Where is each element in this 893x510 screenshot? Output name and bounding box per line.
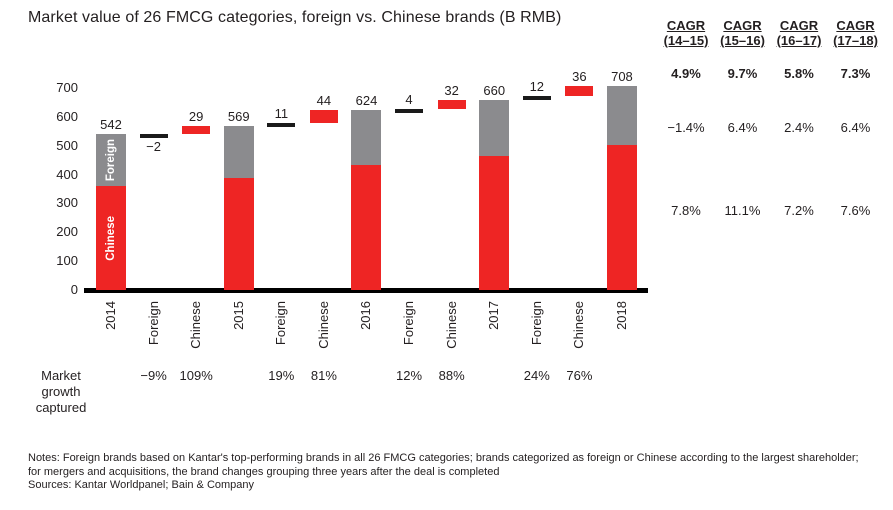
cagr-header-line: CAGR — [714, 18, 772, 33]
cagr-column: CAGR (14–15) 4.9% −1.4% 7.8% — [657, 18, 715, 248]
cagr-header-line: CAGR — [657, 18, 715, 33]
market-growth-value: 81% — [310, 368, 337, 383]
cagr-header: CAGR (17–18) — [827, 18, 885, 48]
y-axis-tick-label: 300 — [56, 195, 78, 211]
cagr-foreign-value: 2.4% — [784, 120, 814, 135]
y-axis-tick-label: 100 — [56, 253, 78, 269]
y-axis-tick-label: 200 — [56, 224, 78, 240]
cagr-total-value: 4.9% — [671, 66, 701, 81]
y-axis-tick-label: 700 — [56, 80, 78, 95]
cagr-total-value: 9.7% — [727, 66, 758, 81]
bar-segment-chinese — [351, 165, 382, 290]
bar-value-label: 660 — [483, 82, 506, 98]
bar-segment-chinese — [223, 177, 254, 290]
cagr-chinese-value: 11.1% — [724, 203, 761, 218]
cagr-header-line: CAGR — [770, 18, 828, 33]
y-axis-tick-label: 400 — [56, 166, 78, 182]
bar-value-label: 12 — [529, 79, 545, 95]
cagr-header-line: CAGR — [827, 18, 885, 33]
waterfall-segment-foreign — [139, 133, 168, 138]
market-growth-value: 12% — [396, 368, 423, 383]
cagr-header-period: (16–17) — [776, 33, 822, 48]
x-axis-baseline — [84, 288, 648, 293]
bar-value-label: 708 — [611, 68, 633, 84]
cagr-header-line: (15–16) — [714, 33, 772, 48]
waterfall-segment-chinese — [182, 125, 211, 135]
cagr-chinese-value: 7.2% — [784, 203, 814, 218]
bar-value-label: 542 — [100, 116, 122, 132]
bar-segment-chinese — [606, 145, 637, 290]
bar-value-label: 4 — [405, 91, 413, 107]
cagr-header-text: CAGR — [666, 18, 706, 33]
cagr-header-text: CAGR — [836, 18, 875, 33]
notes-text: Notes: Foreign brands based on Kantar's … — [28, 452, 859, 478]
market-growth-value: 88% — [438, 368, 465, 383]
cagr-header-period: (14–15) — [663, 33, 709, 48]
y-axis-tick-label: 0 — [70, 282, 78, 297]
bar-value-label: 44 — [316, 92, 332, 108]
bar-segment-foreign — [479, 99, 510, 156]
cagr-header-line: (17–18) — [827, 33, 885, 48]
y-axis-tick-label: 500 — [56, 137, 78, 153]
bar-segment-chinese: Chinese — [96, 186, 126, 290]
bar-value-label: 11 — [274, 105, 289, 121]
waterfall-segment-foreign — [267, 122, 296, 127]
cagr-header: CAGR (14–15) — [657, 18, 715, 48]
cagr-header: CAGR (15–16) — [714, 18, 772, 48]
bar-value-label: 32 — [444, 82, 459, 98]
cagr-foreign-value: 6.4% — [840, 120, 871, 135]
cagr-header-line: (14–15) — [657, 33, 715, 48]
bar-segment-foreign — [223, 125, 254, 178]
bar-segment-foreign — [606, 85, 637, 146]
footnotes: Notes: Foreign brands based on Kantar's … — [28, 452, 868, 493]
bar-value-label: 569 — [227, 108, 250, 124]
cagr-column: CAGR (17–18) 7.3% 6.4% 7.6% — [827, 18, 885, 248]
sources-text: Sources: Kantar Worldpanel; Bain & Compa… — [28, 479, 255, 491]
bar-value-label: 29 — [188, 108, 204, 124]
waterfall-segment-chinese — [437, 99, 466, 109]
cagr-header-period: (15–16) — [720, 33, 765, 48]
bar-value-label: −2 — [146, 138, 161, 154]
market-growth-value: 76% — [566, 368, 593, 383]
y-axis-tick-label: 600 — [56, 108, 78, 124]
cagr-total-value: 7.3% — [840, 66, 871, 81]
bar-value-label: 36 — [572, 68, 587, 84]
cagr-column: CAGR (15–16) 9.7% 6.4% 11.1% — [714, 18, 772, 248]
chart-title: Market value of 26 FMCG categories, fore… — [28, 9, 562, 26]
cagr-chinese-value: 7.8% — [671, 203, 701, 218]
waterfall-segment-foreign — [395, 108, 424, 113]
cagr-foreign-value: −1.4% — [667, 120, 705, 135]
bar-value-label: 624 — [355, 92, 378, 108]
waterfall-segment-chinese — [565, 85, 594, 97]
cagr-foreign-value: 6.4% — [727, 120, 758, 135]
cagr-header-period: (17–18) — [833, 33, 878, 48]
cagr-header: CAGR (16–17) — [770, 18, 828, 48]
market-growth-caption: Market growth captured — [35, 368, 87, 415]
cagr-chinese-value: 7.6% — [840, 203, 871, 218]
market-growth-value: 19% — [268, 368, 295, 383]
bar-segment-foreign: Foreign — [96, 133, 126, 187]
bar-segment-chinese — [479, 155, 510, 290]
cagr-column: CAGR (16–17) 5.8% 2.4% 7.2% — [770, 18, 828, 248]
bar-segment-foreign — [351, 109, 382, 166]
waterfall-segment-foreign — [522, 96, 551, 101]
waterfall-segment-chinese — [309, 109, 338, 123]
cagr-header-text: CAGR — [779, 18, 819, 33]
market-growth-value: 24% — [523, 368, 550, 383]
cagr-header-text: CAGR — [723, 18, 762, 33]
cagr-header-line: (16–17) — [770, 33, 828, 48]
cagr-total-value: 5.8% — [784, 66, 814, 81]
market-growth-value: −9% — [140, 368, 167, 383]
market-growth-value: 109% — [179, 368, 213, 383]
